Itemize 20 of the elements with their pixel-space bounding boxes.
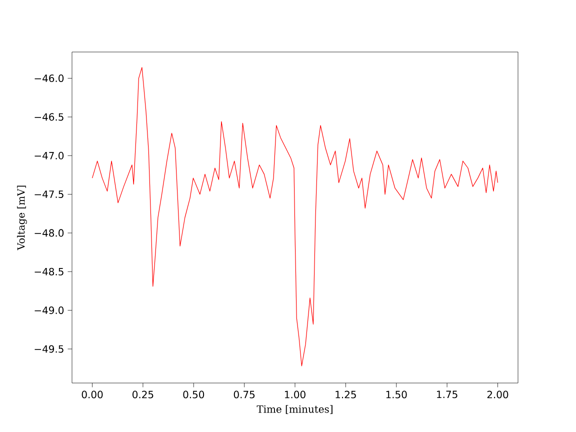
- y-tick-label: −46.0: [34, 74, 64, 82]
- x-tick-label: 1.25: [336, 390, 356, 398]
- x-tick-label: 1.75: [437, 390, 458, 398]
- y-tick-label: −49.5: [34, 345, 64, 353]
- x-tick-label: 1.00: [285, 390, 306, 398]
- x-tick-label: 0.50: [183, 390, 204, 398]
- x-tick-label: 0.00: [82, 390, 103, 398]
- x-tick-label: 1.50: [386, 390, 407, 398]
- line-series: [92, 67, 498, 366]
- y-tick-label: −49.0: [34, 306, 64, 314]
- x-axis-title: Time [minutes]: [256, 405, 332, 414]
- y-tick-label: −48.5: [34, 268, 64, 276]
- y-tick-label: −47.0: [34, 152, 64, 160]
- x-tick-label: 0.25: [132, 390, 154, 398]
- y-tick-label: −48.0: [34, 229, 64, 237]
- y-tick-label: −46.5: [34, 113, 64, 121]
- x-tick-label: 0.75: [234, 390, 255, 398]
- y-tick-label: −47.5: [34, 190, 64, 198]
- x-tick-label: 2.00: [487, 390, 508, 398]
- y-axis-title: Voltage [mV]: [17, 186, 27, 250]
